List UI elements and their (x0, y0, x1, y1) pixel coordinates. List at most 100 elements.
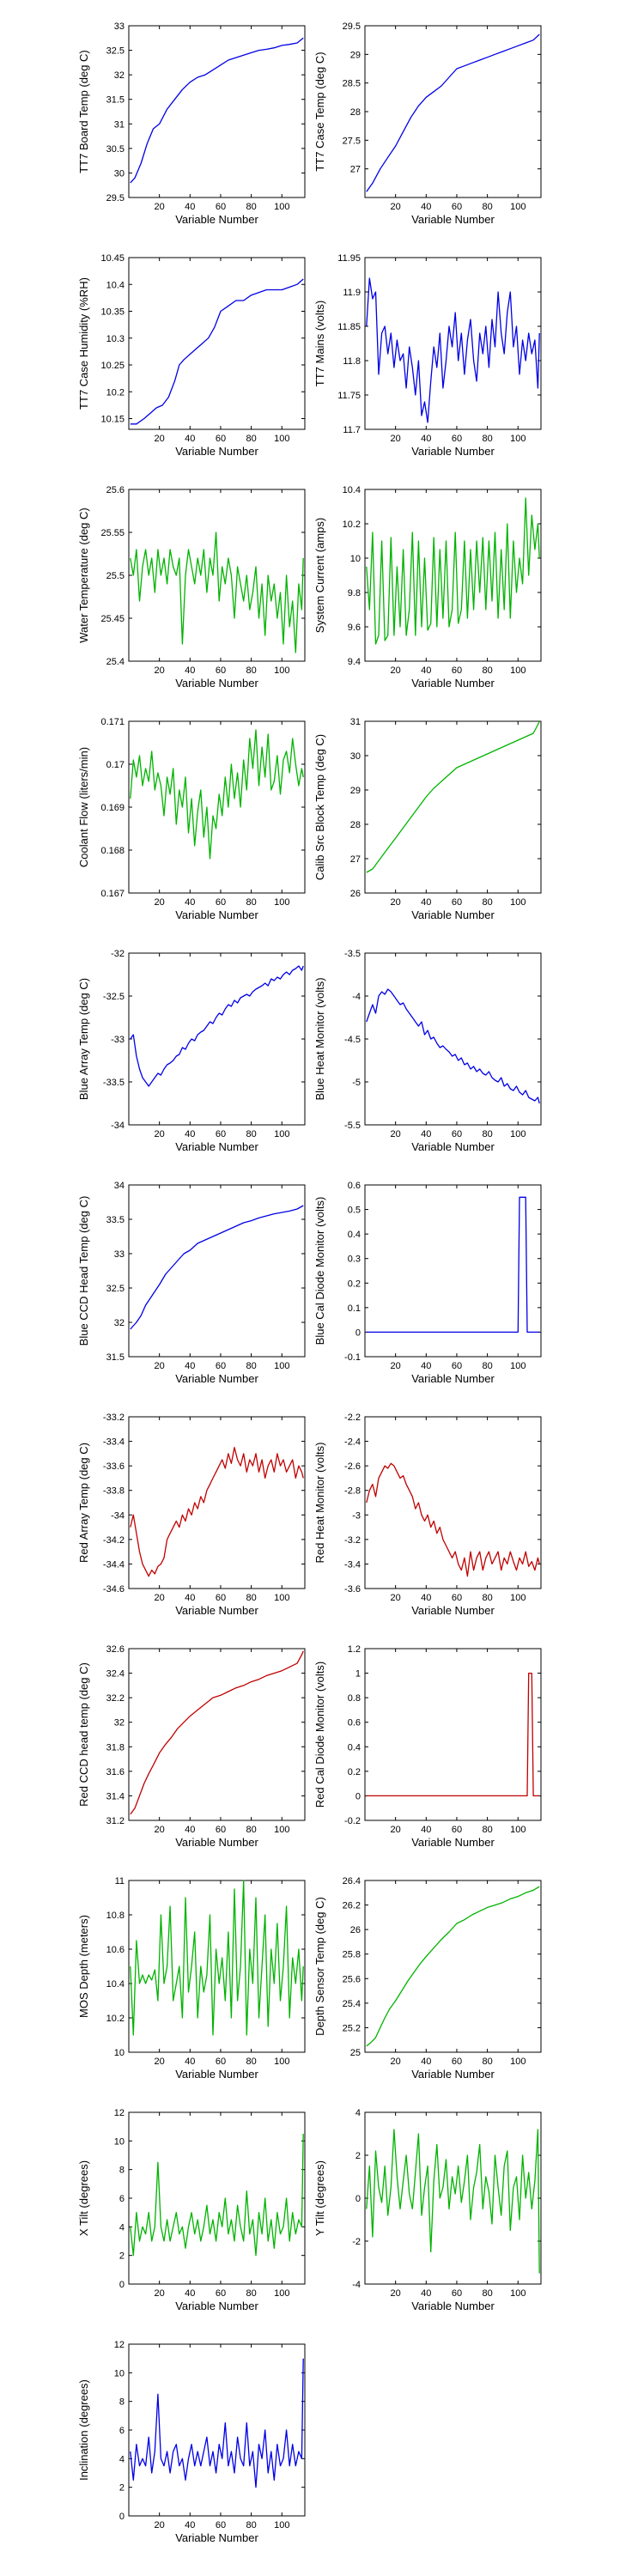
x-axis-label: Variable Number (411, 2068, 495, 2081)
x-tick-label: 40 (185, 1129, 195, 1139)
y-tick-label: 10.2 (106, 387, 125, 398)
y-tick-label: 27 (350, 165, 361, 175)
y-tick-label: 0.168 (100, 846, 125, 856)
y-tick-label: 31.2 (106, 1816, 125, 1826)
x-axis-label: Variable Number (411, 1836, 495, 1849)
x-tick-label: 100 (274, 1361, 289, 1371)
x-tick-label: 40 (421, 434, 431, 444)
y-tick-label: 31 (350, 717, 361, 727)
x-tick-label: 60 (216, 897, 226, 908)
x-tick-label: 20 (155, 1129, 165, 1139)
chart-panel-13: 20 40 60 80 100 -34.6 -34.4 -34.2 -34 -33.8 -33.6 -… (77, 1413, 306, 1617)
series-line (130, 1880, 304, 2036)
x-tick-label: 20 (391, 434, 401, 444)
y-tick-label: 28.5 (343, 79, 361, 89)
y-tick-label: 10.35 (100, 307, 125, 318)
x-axis-label: Variable Number (411, 1372, 495, 1385)
x-tick-label: 100 (274, 1129, 289, 1139)
x-tick-label: 80 (246, 1593, 256, 1603)
x-tick-label: 20 (155, 1593, 165, 1603)
plot-frame (128, 1416, 306, 1589)
x-tick-label: 100 (274, 665, 289, 676)
series-line (366, 277, 540, 423)
series-line (130, 37, 304, 184)
chart-panel-14: 20 40 60 80 100 -3.6 -3.4 -3.2 -3 -2.8 -2.6 -2.4 -2.… (313, 1413, 542, 1617)
x-tick-label: 20 (391, 665, 401, 676)
series-line (130, 1447, 304, 1577)
x-tick-label: 60 (216, 202, 226, 212)
y-tick-label: 30.5 (106, 144, 125, 155)
y-tick-label: 11.95 (337, 253, 361, 264)
x-tick-label: 40 (185, 1593, 195, 1603)
y-tick-label: 33.5 (106, 1215, 125, 1225)
y-tick-label: 29 (350, 50, 361, 60)
y-axis-label: Red Heat Monitor (volts) (313, 1443, 326, 1564)
x-tick-label: 20 (391, 1593, 401, 1603)
x-tick-label: 60 (452, 2057, 462, 2067)
x-tick-label: 40 (185, 1361, 195, 1371)
y-tick-label: 28 (350, 820, 361, 830)
series-line (130, 729, 304, 860)
chart-panel-19: 20 40 60 80 100 0 2 4 6 8 10 12 Variable Number X Til… (77, 2108, 306, 2312)
chart-panel-16: 20 40 60 80 100 -0.2 0 0.2 0.4 0.6 0.8 1 1.2 Variable… (313, 1644, 542, 1849)
y-tick-label: 32.6 (106, 1644, 125, 1655)
y-tick-label: -3 (352, 1510, 361, 1521)
y-tick-label: -0.1 (344, 1352, 361, 1363)
plot-frame (128, 25, 306, 198)
x-tick-label: 40 (185, 897, 195, 908)
y-tick-label: 10 (114, 2048, 125, 2058)
x-tick-label: 60 (452, 897, 462, 908)
y-axis-label: System Current (amps) (313, 518, 326, 633)
plot-frame (128, 257, 306, 430)
y-tick-label: 11.9 (343, 288, 361, 298)
y-tick-label: 0.167 (100, 889, 125, 899)
x-tick-label: 60 (216, 2520, 226, 2530)
x-tick-label: 100 (510, 1361, 526, 1371)
y-tick-label: 11.75 (337, 391, 361, 401)
x-tick-label: 80 (482, 1825, 492, 1835)
x-tick-label: 80 (482, 1129, 492, 1139)
series-line (366, 2129, 540, 2274)
x-tick-label: 100 (510, 2288, 526, 2299)
y-tick-label: 11 (115, 1876, 125, 1886)
y-tick-label: 0 (355, 2194, 361, 2204)
y-tick-label: 31 (114, 119, 125, 130)
x-axis-label: Variable Number (175, 213, 258, 226)
chart-panel-8: 20 40 60 80 100 26 27 28 29 30 31 Variable Number Ca… (313, 717, 542, 921)
y-tick-label: 10 (114, 2368, 125, 2379)
y-tick-label: 10.4 (106, 1979, 125, 1990)
x-tick-label: 20 (391, 1361, 401, 1371)
y-tick-label: 10.45 (100, 253, 125, 264)
chart-panel-12: 20 40 60 80 100 -0.1 0 0.1 0.2 0.3 0.4 0.5 0.6 Variab… (313, 1181, 542, 1385)
x-tick-label: 100 (510, 897, 526, 908)
x-tick-label: 20 (155, 2288, 165, 2299)
y-axis-label: Coolant Flow (liters/min) (77, 747, 90, 867)
y-tick-label: -33.8 (103, 1486, 125, 1497)
x-tick-label: 80 (246, 2057, 256, 2067)
x-tick-label: 40 (185, 1825, 195, 1835)
y-tick-label: 12 (114, 2340, 125, 2350)
x-tick-label: 100 (274, 1825, 289, 1835)
y-tick-label: 25.5 (106, 571, 125, 581)
x-axis-label: Variable Number (411, 908, 495, 921)
y-tick-label: 12 (114, 2108, 125, 2118)
x-tick-label: 100 (274, 2057, 289, 2067)
x-tick-label: 100 (510, 1593, 526, 1603)
y-tick-label: 29.5 (106, 193, 125, 204)
series-line (130, 1650, 304, 1815)
y-tick-label: 30 (350, 751, 361, 762)
y-tick-label: 8 (119, 2397, 125, 2408)
x-tick-label: 100 (274, 897, 289, 908)
x-axis-label: Variable Number (411, 1604, 495, 1617)
x-tick-label: 40 (185, 665, 195, 676)
x-tick-label: 60 (452, 665, 462, 676)
y-tick-label: 30 (114, 168, 125, 179)
plot-frame (128, 1184, 306, 1358)
y-tick-label: 0 (355, 1791, 361, 1801)
y-tick-label: -2.2 (344, 1413, 361, 1423)
y-tick-label: 10.4 (106, 280, 125, 290)
y-tick-label: 1.2 (348, 1644, 361, 1655)
chart-panel-15: 20 40 60 80 100 31.2 31.4 31.6 31.8 32 32.2 32.4 32.… (77, 1644, 306, 1849)
x-tick-label: 20 (155, 897, 165, 908)
